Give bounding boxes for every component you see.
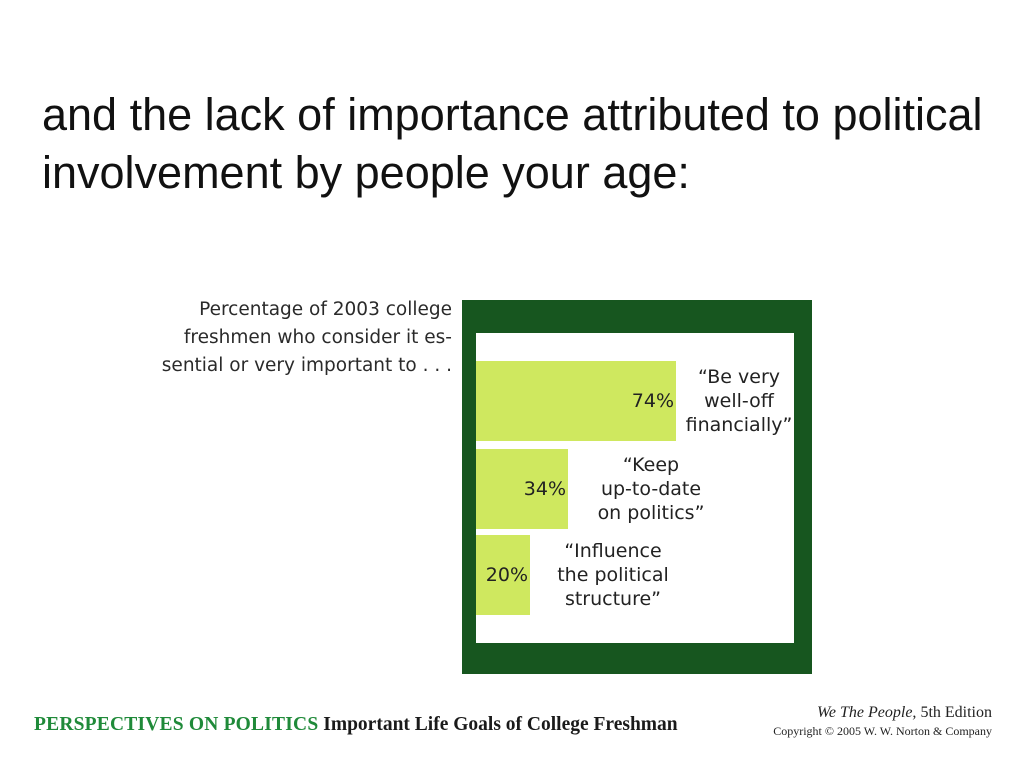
chart-plot-area: 74% “Be very well-off financially” 34% “Kee… [476,333,794,643]
footer-right: We The People, 5th Edition Copyright © 2… [773,703,992,739]
bar-value-label: 74% [631,390,674,412]
footer-copyright: Copyright © 2005 W. W. Norton & Company [773,724,992,738]
bar-category-label: “Be very well-off financially” [685,366,793,436]
bar-category-label: “Influence the political structure” [557,540,669,610]
footer-series: PERSPECTIVES ON POLITICS [34,714,319,735]
bar-value-label: 34% [523,478,566,500]
bar-1 [476,361,676,441]
footer-topic: Important Life Goals of College Freshman [323,714,678,735]
footer-book-edition: 5th Edition [920,704,992,721]
footer-book: We The People, 5th Edition [773,703,992,723]
chart-caption: Percentage of 2003 college freshmen who … [161,299,452,376]
bar-category-label: “Keep up-to-date on politics” [597,454,705,524]
bar-2 [476,449,568,529]
chart-frame: 74% “Be very well-off financially” 34% “Kee… [462,300,812,674]
footer-left: PERSPECTIVES ON POLITICS Important Life … [34,714,678,736]
bar-3 [476,535,530,615]
bar-value-label: 20% [485,564,528,586]
slide-title: and the lack of importance attributed to… [42,89,983,198]
footer-book-title: We The People, [817,704,917,721]
